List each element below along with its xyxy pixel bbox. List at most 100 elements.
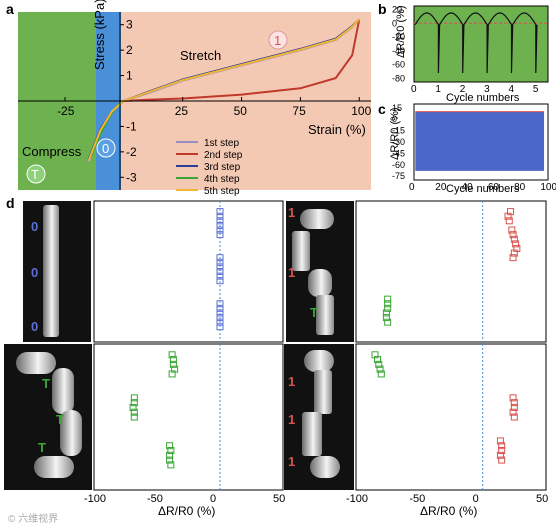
d-top-left-point [216,318,224,326]
watermark: © 六维视界 [8,512,58,525]
d-bottom-left-point [130,399,138,407]
panel-c-letter: c [378,101,386,117]
panel-b-letter: b [378,1,387,17]
b-ytick-label: -80 [392,74,405,84]
d-bottom-right-point [376,365,384,373]
d-top-left-point [216,309,224,317]
panel-c-series-band [415,111,545,171]
neutral-state-label: 0 [102,141,109,156]
d-bottom-left-point [129,403,137,411]
photo-tl-label-3: 0 [31,319,39,334]
d-bottom-right-point [374,356,382,364]
c-xtick-label: 40 [462,182,474,193]
d-top-left-point [216,323,224,331]
photo-bottom-left: T T T [4,344,92,490]
a-ytick-label: -2 [126,145,137,159]
d-top-left-point [216,314,224,322]
d-left-xtick-label: 0 [210,493,216,505]
c-ytick-label: 0 [392,114,397,124]
d-top-left-point [216,263,224,271]
d-top-left-point [216,300,224,308]
photo-top-left: 0 0 0 [23,201,91,342]
compress-annotation: Compress [22,144,82,159]
d-bottom-right-point [510,403,518,411]
d-top-left-point [216,272,224,280]
a-ytick-label: 3 [126,18,133,32]
legend-label: 4th step [204,174,240,185]
d-top-right-point [382,314,390,322]
c-ytick-label: -60 [392,160,405,170]
photo-tr-label-2: 1 [288,265,296,280]
series-a-5 [87,18,360,162]
d-top-right-point [510,235,518,243]
c-xtick-label: 60 [488,182,500,193]
d-top-left-point [216,268,224,275]
d-top-right-point [384,300,392,308]
b-ytick-label: -60 [392,60,405,70]
legend-label: 5th step [204,186,240,197]
c-ytick-label: -75 [392,171,405,181]
a-xtick-label: 75 [292,104,306,118]
d-bottom-right-point [496,451,504,459]
d-top-right-point [384,295,392,303]
compress-state-badge [26,164,46,184]
d-bottom-right-point [509,408,517,416]
d-bottom-right-point [377,370,385,378]
d-top-left-point [216,221,224,229]
d-left-xtick-label: 50 [273,493,285,505]
photo-top-right: 1 1 T [286,201,354,342]
d-top-right-point [505,217,513,225]
d-top-right-point [508,226,516,234]
d-bottom-left-point [130,394,138,402]
d-top-right-point [384,304,392,312]
d-left-xtick-label: -50 [147,493,163,505]
d-top-right-point [512,240,520,248]
c-ytick-label: -30 [392,137,405,147]
photo-bl-label-3: T [38,440,46,455]
c-xtick-label: 80 [514,182,526,193]
d-bottom-right-point [510,413,518,421]
d-bottom-left-point [166,442,174,450]
panel-d-x-label-left: ΔR/R0 (%) [158,504,215,518]
d-top-right-point [509,231,517,239]
stretch-state-badge [268,30,288,50]
d-top-left-point [216,212,224,220]
d-bottom-right-plot-area [355,343,547,491]
panel-b-series [414,12,538,74]
b-ytick-label: 20 [392,4,402,14]
d-bottom-left-point [169,356,177,364]
d-top-left-point [216,304,224,312]
d-top-left-point [216,258,224,266]
d-top-left-point [216,277,224,285]
panel-a-y-label: Stress (kPa) [92,0,107,70]
d-right-xtick-label: -50 [409,493,425,505]
d-right-xtick-label: 50 [536,493,548,505]
b-xtick-label: 5 [533,84,539,95]
stretch-state-label: 1 [274,33,281,48]
a-ytick-label: 1 [126,69,133,83]
a-xtick-label: 50 [234,104,248,118]
d-top-left-point [216,226,224,234]
d-top-right-point [384,318,392,326]
d-bottom-left-point [130,413,138,421]
a-xtick-label: -25 [57,104,75,118]
panel-b-plot-area [413,5,549,83]
d-right-xtick-label: -100 [346,493,368,505]
d-top-left-plot-area [93,200,284,343]
d-top-right-plot-area [355,200,547,343]
panel-a-ticks: -25 25 50 75 100 3 2 1 -1 -2 -3 [57,18,372,185]
d-bottom-left-point [169,360,177,368]
panel-c-x-label: Cycle numbers [446,183,520,195]
photo-br-label-3: 1 [288,454,296,469]
a-ytick-label: -3 [126,170,137,184]
legend-label: 2nd step [204,150,243,161]
d-top-right-point [509,254,517,262]
photo-bl-label-1: T [42,376,50,391]
d-top-right-point [382,309,390,317]
b-xtick-label: 3 [484,84,490,95]
d-top-left-point [216,208,224,216]
